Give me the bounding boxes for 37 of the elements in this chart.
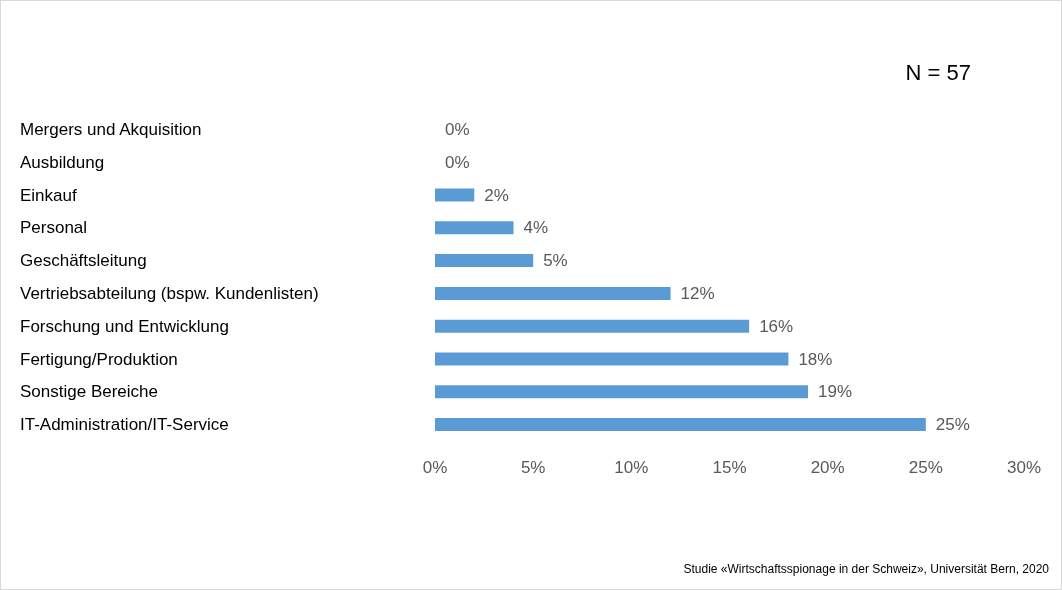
bar xyxy=(435,385,809,399)
x-tick-label: 5% xyxy=(520,458,546,477)
y-tick-label: Fertigung/Produktion xyxy=(20,349,178,369)
y-tick-label: Sonstige Bereiche xyxy=(20,382,158,402)
y-tick-label: IT-Administration/IT-Service xyxy=(20,415,229,435)
data-label: 2% xyxy=(484,185,509,205)
y-tick-label: Ausbildung xyxy=(20,152,105,172)
y-tick-label: Forschung und Entwicklung xyxy=(20,316,229,336)
data-label: 5% xyxy=(543,251,568,271)
x-tick-label: 30% xyxy=(1006,458,1042,477)
y-tick-label: Personal xyxy=(20,218,88,238)
data-label: 16% xyxy=(759,316,794,336)
data-label: 0% xyxy=(445,152,470,172)
x-tick-label: 0% xyxy=(422,458,448,477)
bar xyxy=(435,188,475,202)
data-label: 12% xyxy=(680,283,715,303)
bar xyxy=(435,319,750,333)
x-tick-label: 10% xyxy=(614,458,649,477)
text: N = 57 xyxy=(905,59,972,85)
y-tick-label: Geschäftsleitung xyxy=(20,251,147,271)
data-label: 19% xyxy=(818,382,853,402)
x-tick-label: 15% xyxy=(712,458,747,477)
bar xyxy=(435,286,671,300)
bar xyxy=(435,254,534,268)
y-tick-label: Vertriebsabteilung (bspw. Kundenlisten) xyxy=(20,283,319,303)
data-label: 0% xyxy=(445,119,470,139)
y-tick-label: Einkauf xyxy=(20,185,77,205)
text: Studie «Wirtschaftsspionage in der Schweiz», Universität Bern, 2020 xyxy=(683,562,1050,576)
data-label: 4% xyxy=(523,218,549,238)
data-label: 18% xyxy=(798,349,833,369)
bar xyxy=(435,418,926,432)
bar xyxy=(435,221,514,235)
y-tick-label: Mergers und Akquisition xyxy=(20,119,202,139)
data-label: 25% xyxy=(935,415,970,435)
x-tick-label: 20% xyxy=(810,458,845,477)
x-tick-label: 25% xyxy=(908,458,943,477)
bar xyxy=(435,352,789,366)
